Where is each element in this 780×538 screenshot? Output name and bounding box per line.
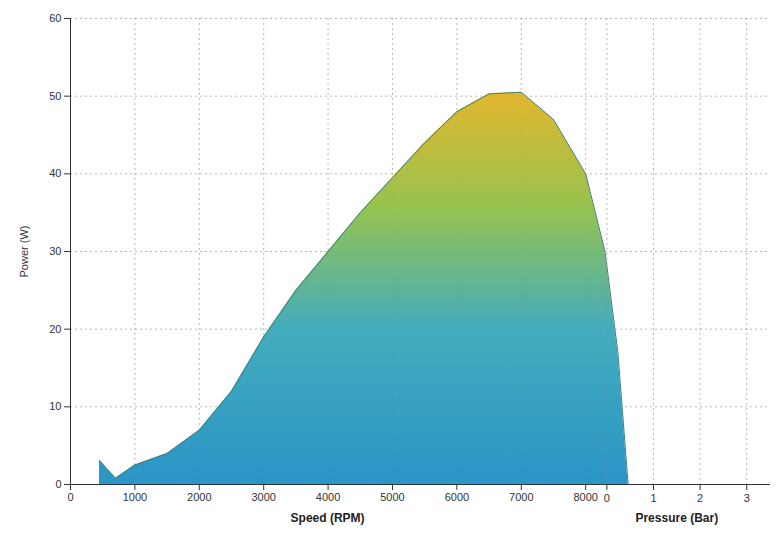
svg-text:3000: 3000	[251, 491, 275, 503]
svg-text:5000: 5000	[380, 491, 404, 503]
svg-text:3: 3	[744, 492, 750, 504]
svg-text:40: 40	[49, 167, 61, 179]
svg-text:10: 10	[49, 400, 61, 412]
svg-text:1000: 1000	[123, 491, 147, 503]
svg-text:60: 60	[49, 12, 61, 24]
svg-text:30: 30	[49, 245, 61, 257]
svg-text:2: 2	[697, 492, 703, 504]
svg-text:6000: 6000	[445, 491, 469, 503]
svg-text:2000: 2000	[187, 491, 211, 503]
svg-text:Pressure (Bar): Pressure (Bar)	[635, 511, 718, 525]
svg-text:Speed (RPM): Speed (RPM)	[291, 511, 365, 525]
svg-text:7000: 7000	[509, 491, 533, 503]
svg-text:0: 0	[604, 492, 610, 504]
svg-text:8000: 8000	[573, 491, 597, 503]
svg-text:50: 50	[49, 90, 61, 102]
svg-text:0: 0	[67, 491, 73, 503]
svg-text:20: 20	[49, 323, 61, 335]
svg-text:Power (W): Power (W)	[18, 226, 30, 278]
svg-text:4000: 4000	[316, 491, 340, 503]
svg-text:0: 0	[55, 478, 61, 490]
svg-text:1: 1	[650, 492, 656, 504]
